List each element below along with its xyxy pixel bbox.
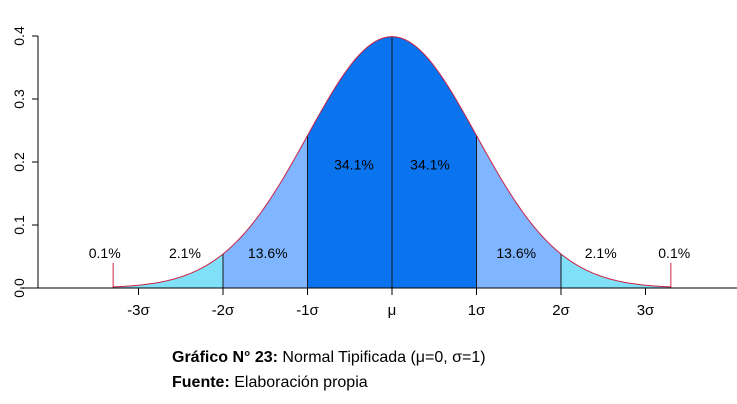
axes: 0.0 0.1 0.2 0.3 0.4 -3σ -2σ -1σ μ 1σ 2σ 3σ bbox=[11, 26, 737, 319]
x-tick-label-2: -1σ bbox=[296, 302, 319, 319]
percent-label-3: 34.1% bbox=[334, 157, 374, 173]
x-tick-label-6: 3σ bbox=[637, 302, 655, 319]
figure-caption-title: Gráfico N° 23: Normal Tipificada (μ=0, σ… bbox=[172, 349, 486, 367]
x-tick-label-0: -3σ bbox=[127, 302, 150, 319]
y-tick-label-0: 0.0 bbox=[11, 278, 27, 298]
caption-title-label: Gráfico N° 23: bbox=[172, 349, 278, 366]
percent-label-7: 0.1% bbox=[658, 245, 690, 261]
caption-title-text: Normal Tipificada (μ=0, σ=1) bbox=[277, 349, 486, 366]
x-tick-label-5: 2σ bbox=[552, 302, 570, 319]
percent-label-4: 34.1% bbox=[410, 157, 450, 173]
x-tick-label-4: 1σ bbox=[468, 302, 486, 319]
sigma-dividers bbox=[112, 36, 672, 288]
y-tick-label-3: 0.3 bbox=[11, 89, 27, 109]
density-curve bbox=[113, 36, 671, 288]
normal-distribution-chart: 0.0 0.1 0.2 0.3 0.4 -3σ -2σ -1σ μ 1σ 2σ 3σ 0.1% 2.1%… bbox=[11, 26, 737, 319]
caption-source-text: Elaboración propia bbox=[229, 374, 368, 391]
percent-labels: 0.1% 2.1% 13.6% 34.1% 34.1% 13.6% 2.1% 0.1% bbox=[89, 157, 690, 261]
percent-label-1: 2.1% bbox=[169, 245, 201, 261]
y-tick-label-4: 0.4 bbox=[11, 26, 27, 46]
y-tick-label-1: 0.1 bbox=[11, 215, 27, 235]
y-tick-label-2: 0.2 bbox=[11, 152, 27, 172]
density-line bbox=[113, 36, 671, 288]
region-3 bbox=[307, 36, 392, 288]
percent-label-2: 13.6% bbox=[248, 245, 288, 261]
percent-label-6: 2.1% bbox=[585, 245, 617, 261]
percent-label-5: 13.6% bbox=[496, 245, 536, 261]
x-tick-label-1: -2σ bbox=[212, 302, 235, 319]
percent-label-0: 0.1% bbox=[89, 245, 121, 261]
x-tick-label-3: μ bbox=[388, 302, 397, 319]
region-4 bbox=[392, 36, 477, 288]
region-6 bbox=[561, 253, 646, 288]
caption-source-label: Fuente: bbox=[172, 374, 230, 391]
figure-caption-source: Fuente: Elaboración propia bbox=[172, 374, 368, 392]
region-1 bbox=[138, 253, 223, 288]
